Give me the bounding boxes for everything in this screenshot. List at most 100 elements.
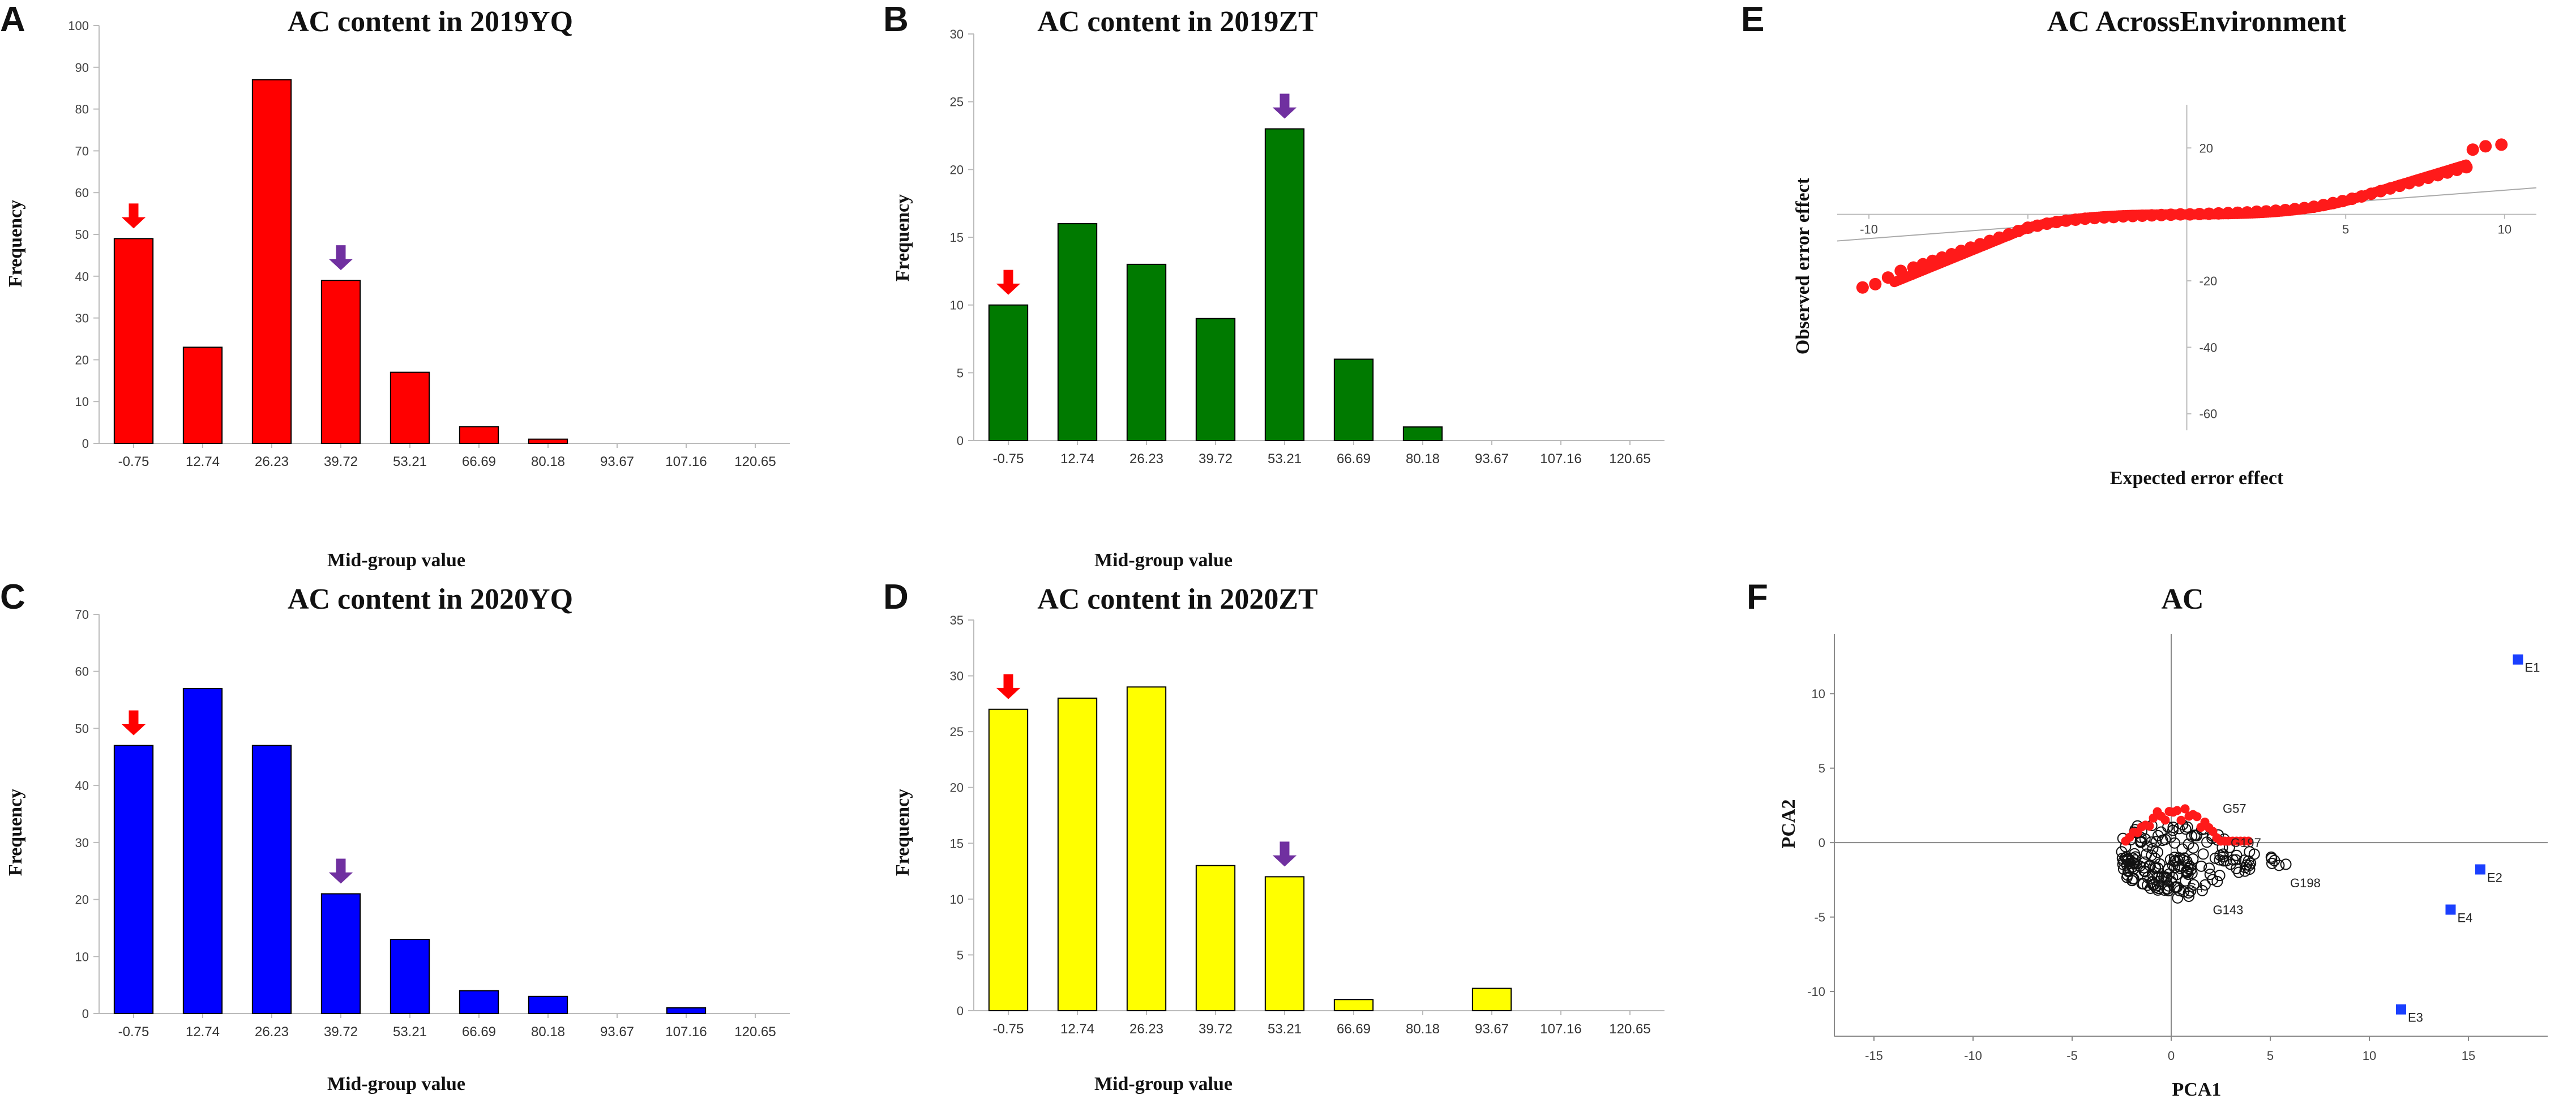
x-tick-label: 120.65 (1609, 1021, 1650, 1037)
x-tick-label: 93.67 (1475, 1021, 1509, 1037)
x-tick-label: 39.72 (1199, 451, 1233, 467)
red-arrow-icon (996, 674, 1021, 699)
genotype-point (2181, 867, 2193, 879)
panel-c-xlabel: Mid-group value (327, 1074, 465, 1095)
genotype-point (2169, 837, 2181, 849)
genotype-point (2122, 865, 2134, 877)
x-tick-label: 10 (2363, 1049, 2376, 1063)
panel-b-plot: 0 5 10 15 20 25 30 -0.75 12.74 26.23 39.72 53.21 66.… (950, 27, 1664, 467)
qq-point (1856, 281, 1869, 294)
genotype-point (2227, 854, 2239, 866)
x-tick-label: 107.16 (1540, 1021, 1581, 1037)
y-tick-label: -5 (1814, 910, 1825, 925)
qq-point (1945, 248, 1958, 261)
qq-point (2193, 208, 2206, 221)
genotype-point (2185, 864, 2197, 876)
qq-point (2393, 179, 2406, 193)
x-tick-label: -10 (1964, 1049, 1982, 1063)
genotype-point (2214, 849, 2226, 861)
genotype-label: G4 (2187, 880, 2203, 895)
panel-b: B AC content in 2019ZT Mid-group value F… (883, 0, 1664, 571)
qq-point (2422, 172, 2435, 185)
qq-point (1869, 277, 1882, 290)
y-tick-label: 90 (75, 61, 89, 75)
genotype-point (2158, 871, 2170, 883)
qq-point (2184, 208, 2197, 221)
y-tick-label: 20 (950, 781, 964, 795)
qq-point (2374, 185, 2387, 198)
x-tick-label: -5 (2066, 1049, 2078, 1063)
environment-label: E2 (2487, 870, 2502, 884)
y-tick-label: 60 (75, 665, 89, 679)
purple-arrow-icon (328, 245, 353, 271)
y-tick-label: 0 (82, 1007, 89, 1021)
bar (1402, 426, 1443, 441)
genotype-label: G143 (2213, 903, 2244, 917)
panel-d-ylabel: Frequency (892, 789, 913, 876)
genotype-point-red (2176, 815, 2186, 825)
bar (251, 79, 292, 444)
y-tick-label: 25 (950, 95, 964, 109)
y-tick-label: 20 (75, 893, 89, 907)
qq-point (1926, 254, 1939, 267)
qq-point (2117, 210, 2130, 223)
qq-point (1993, 231, 2006, 244)
bar (1126, 686, 1167, 1012)
genotype-point (2214, 854, 2226, 866)
bar (113, 238, 154, 444)
x-tick-label: 12.74 (186, 1024, 220, 1040)
qq-point (2412, 174, 2425, 187)
bar (1195, 318, 1236, 441)
environment-label: E3 (2408, 1011, 2423, 1025)
red-arrow-icon (996, 270, 1021, 295)
panel-b-title: AC content in 2019ZT (1037, 6, 1317, 38)
genotype-point (2266, 857, 2278, 869)
panel-a-xlabel: Mid-group value (327, 550, 465, 571)
qq-point (2479, 140, 2492, 153)
qq-point (2088, 212, 2101, 225)
panel-e-xlabel: Expected error effect (2110, 468, 2284, 489)
x-tick-label: 15 (2462, 1049, 2475, 1063)
bar (459, 990, 499, 1014)
y-tick-label: 25 (950, 725, 964, 739)
genotype-point-red (2172, 806, 2182, 815)
genotype-point (2196, 884, 2208, 896)
y-tick-label: 20 (2200, 141, 2213, 155)
y-tick-label: 30 (950, 669, 964, 683)
qq-point (2336, 195, 2349, 208)
x-tick-label: 66.69 (462, 1024, 496, 1040)
genotype-point-red (2160, 815, 2170, 825)
genotype-point (2196, 860, 2207, 872)
panel-d-plot: 0 5 10 15 20 25 30 35 -0.75 12.74 26.23 39.72 53.21 6… (950, 613, 1664, 1037)
genotype-point (2163, 880, 2175, 892)
panel-c-title: AC content in 2020YQ (288, 583, 573, 615)
genotype-point (2280, 858, 2292, 870)
x-tick-label: 80.18 (531, 1024, 565, 1040)
genotype-point (2273, 860, 2285, 871)
genotype-point (2265, 851, 2277, 863)
qq-point (2078, 212, 2091, 225)
genotype-point (2129, 848, 2141, 860)
qq-point (2279, 203, 2292, 216)
bar (1333, 358, 1374, 442)
genotype-point (2183, 890, 2195, 902)
bar (988, 708, 1029, 1011)
bar (666, 1007, 707, 1015)
x-tick-label: 5 (2342, 223, 2349, 237)
environment-label: E1 (2525, 661, 2540, 675)
genotype-point (2164, 854, 2176, 866)
genotype-point (2126, 875, 2138, 887)
genotype-point (2142, 871, 2154, 883)
x-tick-label: 107.16 (665, 454, 707, 469)
qq-point (2040, 217, 2053, 230)
genotype-point (2146, 849, 2158, 861)
y-tick-label: 10 (950, 298, 964, 313)
genotype-point (2197, 848, 2209, 860)
y-tick-label: 60 (75, 186, 89, 200)
qq-point (1916, 258, 1929, 271)
panel-d: D AC content in 2020ZT Mid-group value F… (883, 578, 1664, 1095)
qq-point (2441, 166, 2454, 179)
qq-point (2202, 207, 2215, 220)
x-tick-label: 53.21 (1268, 451, 1302, 467)
